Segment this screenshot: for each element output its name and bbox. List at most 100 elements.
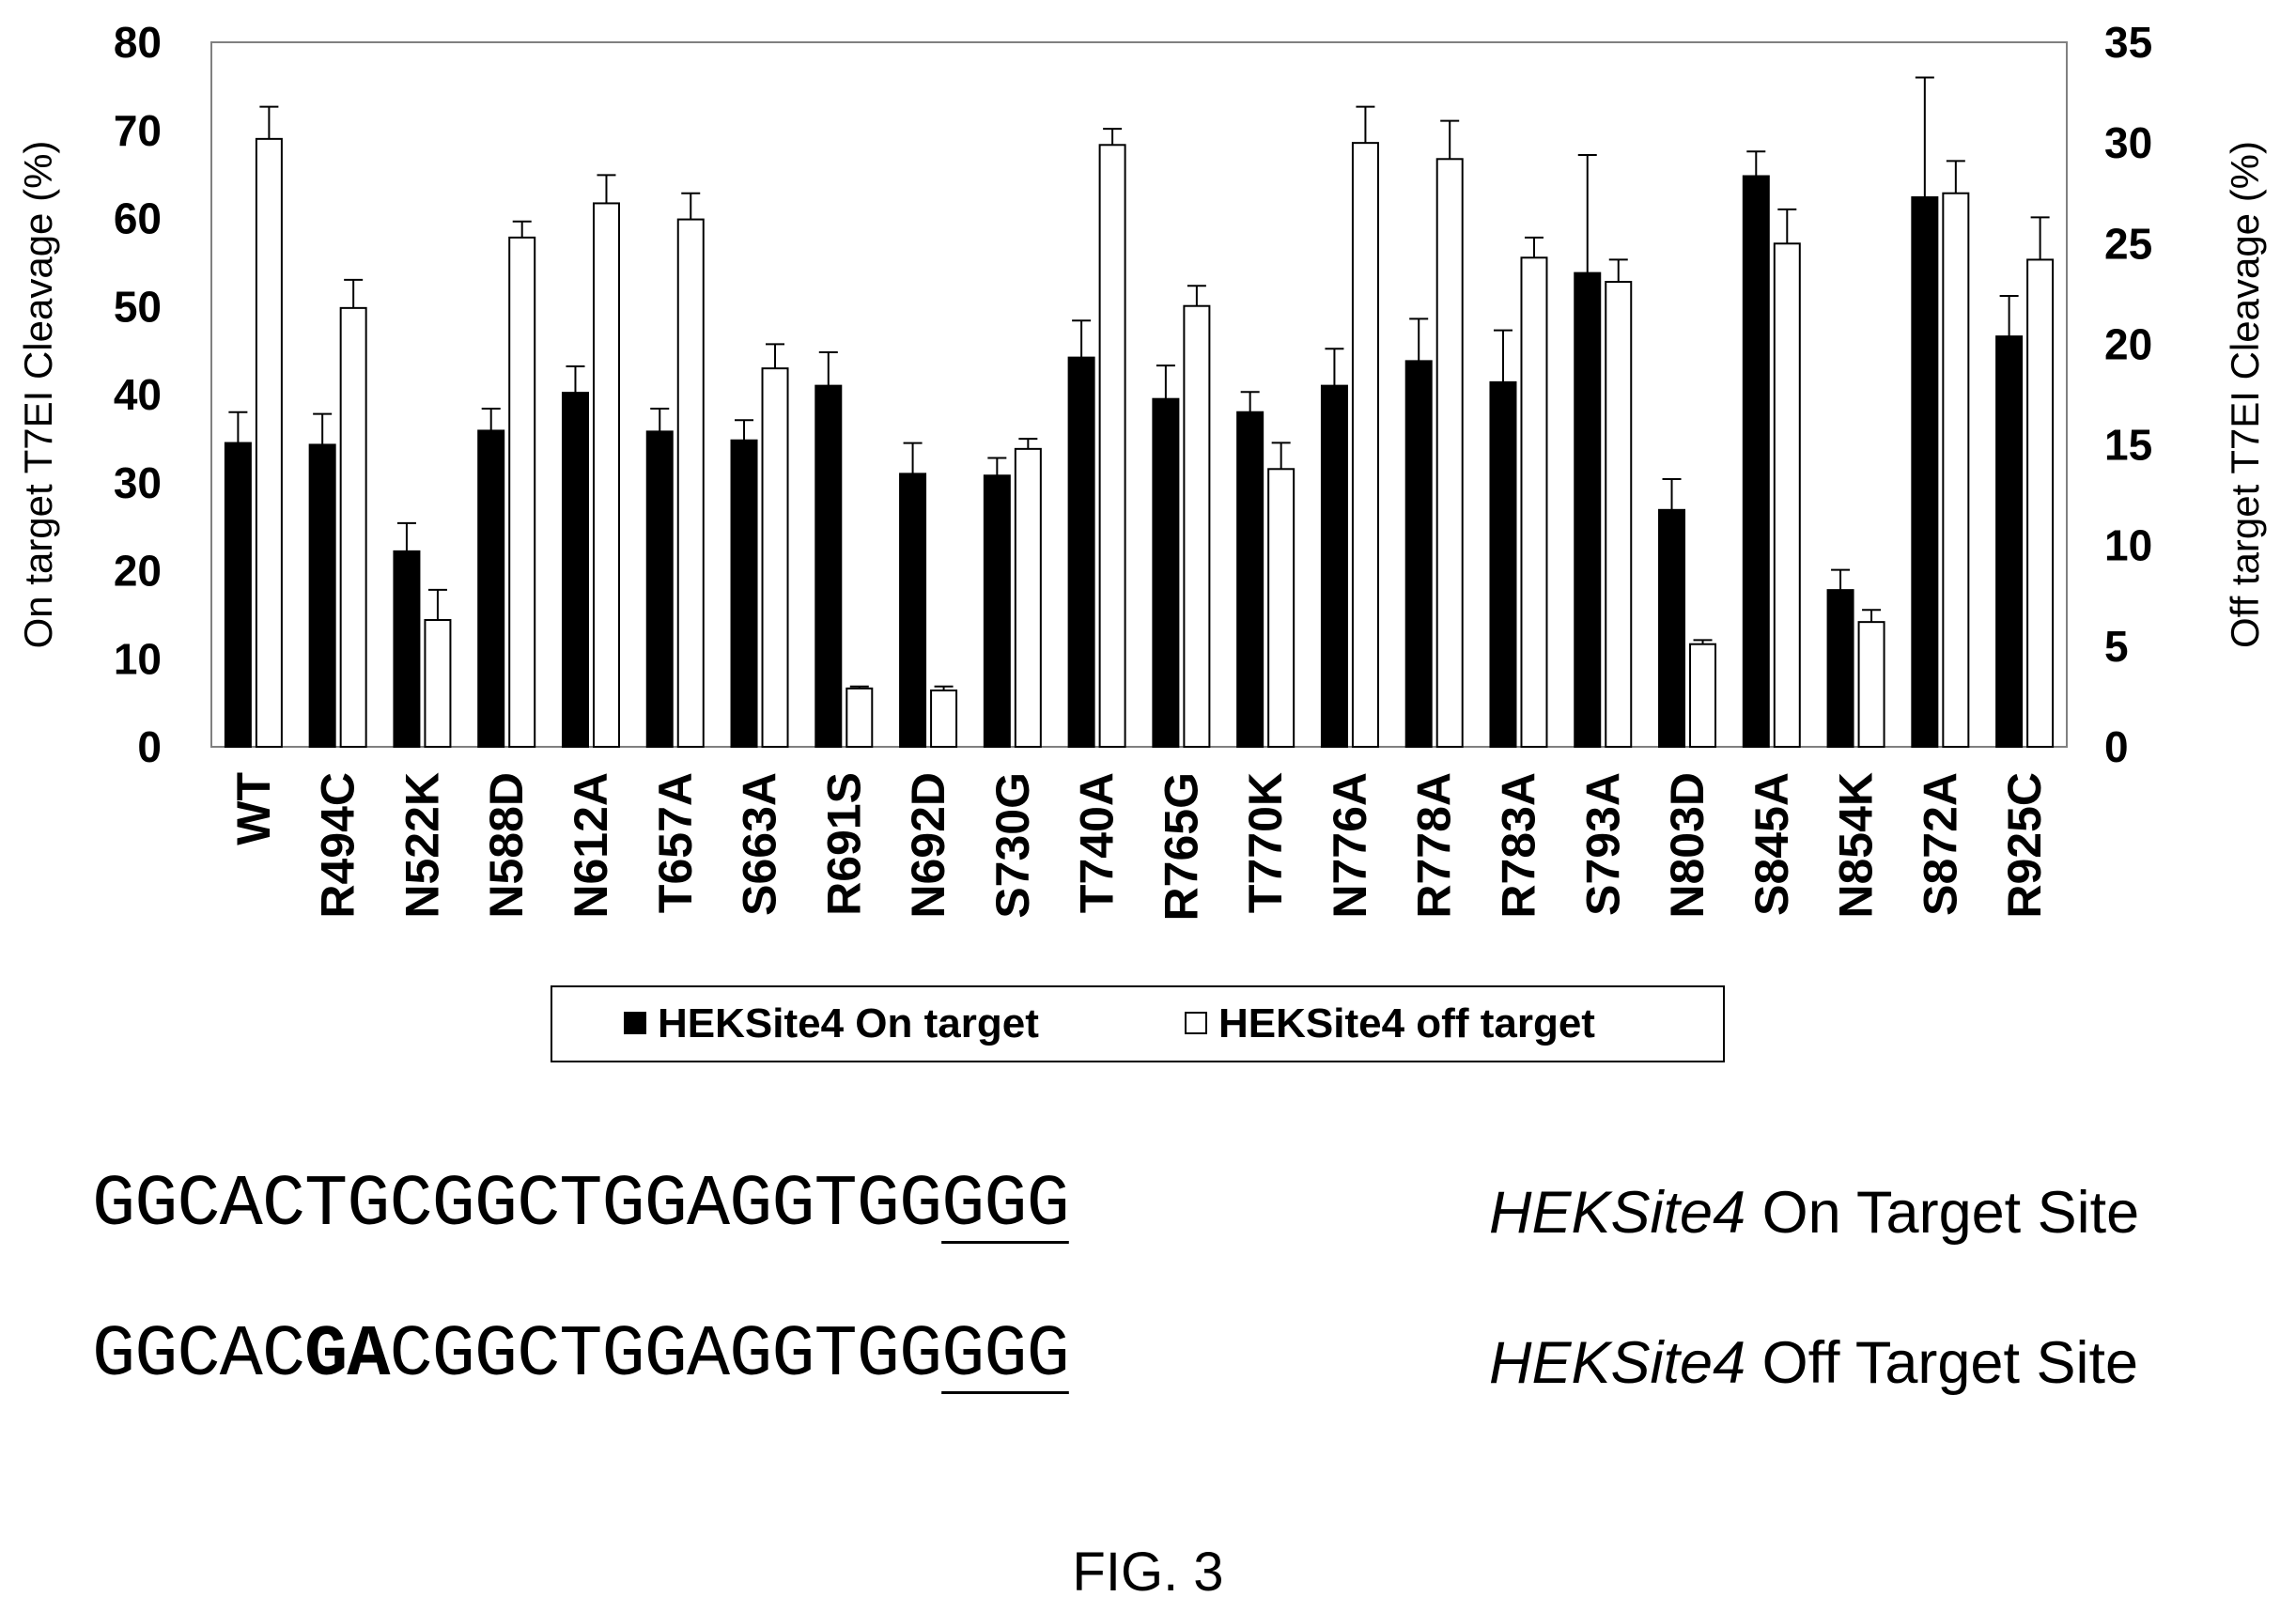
category-label-n803d: N803D: [1661, 772, 1714, 919]
bar-off-target-s663a: [761, 367, 789, 748]
left-tick-label-70: 70: [114, 106, 162, 155]
right-tick-label-5: 5: [2104, 622, 2129, 671]
bar-off-target-n803d: [1689, 643, 1717, 749]
bar-off-target-t657a: [676, 218, 705, 749]
bar-off-target-r778a: [1435, 158, 1464, 749]
bar-on-target-s872a: [1911, 196, 1939, 748]
y-left-axis-title: On target T7EI Cleavage (%): [16, 141, 60, 649]
category-label-n612a: N612A: [565, 772, 617, 919]
bar-off-target-s845a: [1773, 242, 1801, 748]
category-label-wt: WT: [227, 772, 280, 845]
bar-off-target-s730g: [1014, 447, 1042, 748]
right-tick-label-25: 25: [2104, 219, 2152, 268]
category-label-n522k: N522K: [396, 772, 448, 919]
bar-on-target-r765g: [1152, 397, 1180, 748]
category-label-r925c: R925C: [1998, 772, 2051, 919]
category-label-r783a: R783A: [1492, 772, 1544, 919]
bar-on-target-n776a: [1320, 384, 1348, 748]
on-target-site-label: HEKSite4 On Target Site: [1489, 1179, 2139, 1247]
bar-on-target-r925c: [1995, 335, 2024, 748]
left-tick-label-30: 30: [114, 458, 162, 507]
off-target-site-name: HEKSite4: [1489, 1330, 1746, 1396]
bar-on-target-n854k: [1826, 589, 1854, 748]
category-label-s872a: S872A: [1914, 772, 1966, 916]
right-tick-label-0: 0: [2104, 722, 2129, 771]
left-tick-label-40: 40: [114, 370, 162, 419]
bar-chart: 0 10 20 30 40 50 60 70 80 0 5 10 15 20 25 30 35 WT R494C…: [16, 18, 2267, 1062]
right-tick-label-10: 10: [2104, 521, 2152, 570]
off-target-seq-main: GGCAC: [92, 1315, 305, 1397]
bar-off-target-n522k: [424, 619, 452, 748]
left-axis-ticks: 0 10 20 30 40 50 60 70 80: [114, 18, 162, 771]
right-tick-label-30: 30: [2104, 118, 2152, 167]
on-target-site-text: On Target Site: [1745, 1180, 2140, 1246]
bar-off-target-r494c: [339, 306, 367, 748]
on-target-site-name: HEKSite4: [1489, 1180, 1746, 1246]
off-target-seq-mismatch: GA: [304, 1315, 390, 1397]
bar-off-target-r691s: [845, 687, 874, 748]
bar-on-target-n522k: [393, 550, 421, 748]
legend-label-off-target: HEKSite4 off target: [1218, 1000, 1595, 1046]
bar-on-target-s663a: [730, 439, 758, 748]
category-label-s663a: S663A: [734, 772, 786, 916]
bars-layer: [224, 137, 2055, 749]
right-tick-label-15: 15: [2104, 421, 2152, 470]
bar-on-target-r783a: [1489, 380, 1517, 748]
bar-off-target-n692d: [930, 690, 958, 748]
bar-on-target-t657a: [645, 430, 674, 748]
bar-off-target-n776a: [1351, 142, 1379, 748]
y-right-axis-title: Off target T7EI Cleavage (%): [2223, 141, 2267, 648]
on-target-sequence: GGCACTGCGGCTGGAGGTGGGGG: [92, 1165, 1070, 1247]
category-label-n854k: N854K: [1830, 772, 1883, 919]
bar-off-target-s872a: [1942, 192, 1970, 748]
bar-off-target-n854k: [1857, 621, 1885, 749]
bar-off-target-s793a: [1605, 281, 1633, 748]
bar-off-target-r765g: [1183, 304, 1211, 748]
legend-label-on-target: HEKSite4 On target: [658, 1000, 1039, 1046]
left-tick-label-50: 50: [114, 282, 162, 331]
category-label-t657a: T657A: [649, 772, 702, 913]
category-label-r691s: R691S: [817, 772, 870, 916]
error-bars-layer: [228, 76, 2050, 690]
off-target-seq-after: CGGCTGGAGGTGG: [389, 1315, 942, 1397]
bar-on-target-r494c: [308, 443, 336, 748]
bar-off-target-r925c: [2026, 258, 2055, 748]
left-tick-label-60: 60: [114, 194, 162, 243]
category-label-s793a: S793A: [1576, 772, 1629, 916]
left-tick-label-0: 0: [137, 722, 162, 771]
bar-on-target-s730g: [983, 474, 1011, 748]
left-tick-label-20: 20: [114, 547, 162, 596]
bar-on-target-t740a: [1067, 356, 1095, 748]
bar-on-target-n588d: [477, 429, 505, 748]
category-label-t740a: T740A: [1071, 772, 1124, 913]
bar-off-target-r783a: [1520, 256, 1548, 748]
bar-on-target-wt: [224, 442, 252, 748]
bar-on-target-t770k: [1236, 411, 1264, 748]
category-label-n588d: N588D: [480, 772, 533, 919]
right-axis-ticks: 0 5 10 15 20 25 30 35: [2104, 18, 2152, 771]
bar-off-target-t740a: [1098, 144, 1126, 749]
category-label-n692d: N692D: [902, 772, 954, 919]
left-tick-label-80: 80: [114, 18, 162, 67]
bar-off-target-n588d: [508, 236, 536, 749]
bar-off-target-t770k: [1267, 468, 1295, 748]
bar-off-target-n612a: [592, 202, 620, 748]
right-tick-label-20: 20: [2104, 319, 2152, 368]
bar-off-target-wt: [255, 137, 283, 749]
category-labels: WT R494C N522K N588D N612A T657A S663A R691S N69…: [227, 772, 2051, 921]
category-label-r765g: R765G: [1155, 772, 1207, 921]
legend-swatch-off-target: [1185, 1012, 1207, 1034]
on-target-pam: GGG: [941, 1165, 1070, 1247]
category-label-s845a: S845A: [1745, 772, 1798, 916]
bar-on-target-s793a: [1574, 271, 1602, 748]
off-target-pam: GGG: [941, 1315, 1070, 1397]
figure-label: FIG. 3: [1072, 1542, 1224, 1603]
right-tick-label-35: 35: [2104, 18, 2152, 67]
off-target-site-label: HEKSite4 Off Target Site: [1489, 1329, 2138, 1397]
legend-swatch-on-target: [624, 1012, 646, 1034]
on-target-seq-main: GGCACTGCGGCTGGAGGTGG: [92, 1165, 942, 1247]
bar-on-target-n803d: [1658, 508, 1686, 748]
legend-box: [551, 985, 1725, 1062]
off-target-sequence: GGCACGACGGCTGGAGGTGGGGG: [92, 1315, 1070, 1397]
left-tick-label-10: 10: [114, 634, 162, 683]
